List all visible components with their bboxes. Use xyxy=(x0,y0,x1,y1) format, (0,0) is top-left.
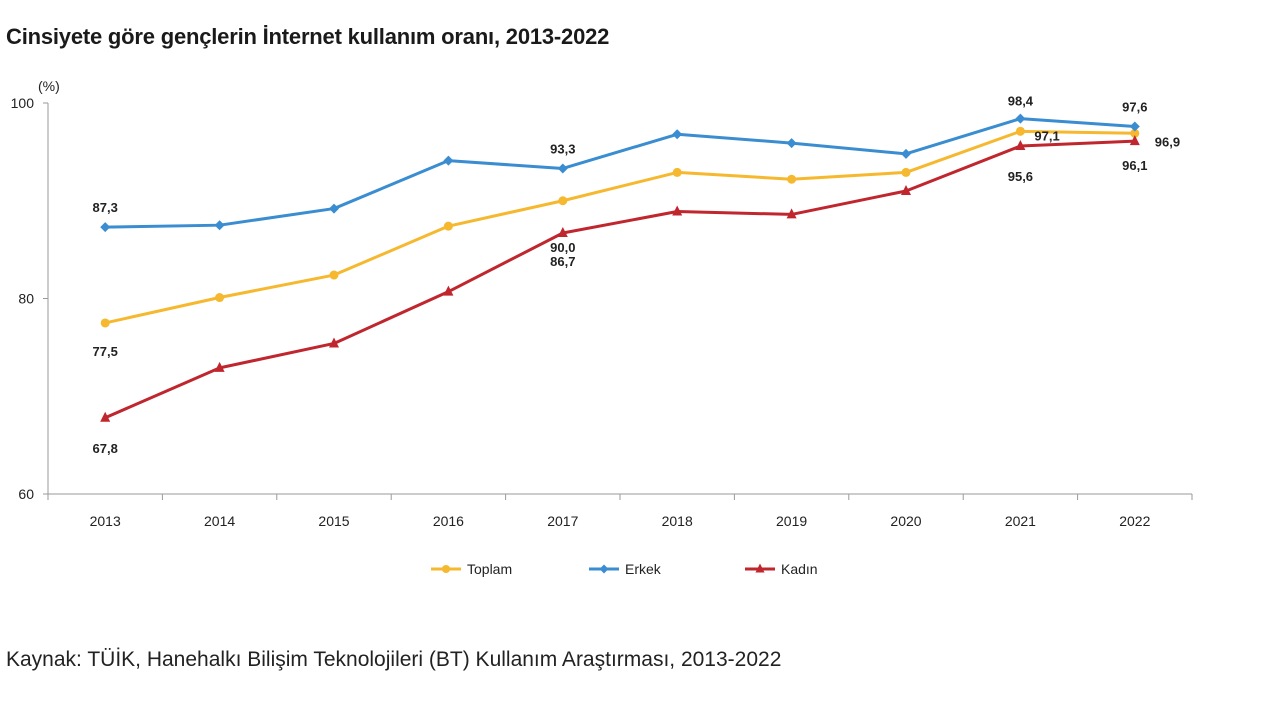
data-label-toplam: 96,9 xyxy=(1155,134,1180,149)
series-line-kadin xyxy=(103,139,1137,420)
data-point-toplam xyxy=(100,318,110,328)
legend-label-erkek: Erkek xyxy=(625,561,662,577)
y-tick-label: 60 xyxy=(18,486,34,502)
data-point-toplam xyxy=(672,167,682,177)
legend-marker-kadin xyxy=(755,563,765,573)
data-label-erkek: 87,3 xyxy=(93,200,118,215)
legend-marker-toplam xyxy=(441,564,451,574)
data-point-erkek xyxy=(1129,121,1140,132)
y-tick-label: 80 xyxy=(18,291,34,307)
data-point-toplam xyxy=(787,174,797,184)
data-point-erkek xyxy=(672,129,683,140)
x-tick-label: 2017 xyxy=(547,513,578,529)
data-label-erkek: 98,4 xyxy=(1008,94,1034,109)
data-point-erkek xyxy=(786,138,797,149)
y-axis-unit: (%) xyxy=(38,78,60,94)
legend: Toplam Erkek Kadın xyxy=(431,561,818,577)
data-label-kadin: 67,8 xyxy=(93,441,118,456)
data-point-kadin xyxy=(100,411,111,422)
data-label-erkek: 97,6 xyxy=(1122,99,1147,114)
data-label-kadin: 95,6 xyxy=(1008,169,1033,184)
data-point-toplam xyxy=(901,167,911,177)
series-line-erkek xyxy=(103,117,1137,229)
chart-title: Cinsiyete göre gençlerin İnternet kullan… xyxy=(6,24,610,49)
data-point-erkek xyxy=(443,155,454,166)
x-tick-label: 2015 xyxy=(318,513,349,529)
data-label-toplam: 97,1 xyxy=(1034,128,1059,143)
data-point-erkek xyxy=(100,222,111,233)
data-point-kadin xyxy=(786,208,797,219)
data-labels: 77,5 90,0 97,1 96,9 87,3 93,3 98,4 97,6 67,8 86,7… xyxy=(93,94,1181,456)
x-tick-label: 2013 xyxy=(90,513,121,529)
data-point-toplam xyxy=(1130,128,1140,138)
x-tick-label: 2018 xyxy=(662,513,693,529)
data-label-kadin: 86,7 xyxy=(550,254,575,269)
data-label-toplam: 77,5 xyxy=(93,344,118,359)
data-point-erkek xyxy=(329,203,339,214)
source-note: Kaynak: TÜİK, Hanehalkı Bilişim Teknoloj… xyxy=(6,648,782,671)
series-lines xyxy=(103,117,1137,420)
data-label-erkek: 93,3 xyxy=(550,141,575,156)
data-point-toplam xyxy=(443,221,453,231)
x-tick-label: 2021 xyxy=(1005,513,1036,529)
x-tick-label: 2019 xyxy=(776,513,807,529)
data-point-kadin xyxy=(443,285,454,296)
data-point-erkek xyxy=(557,163,568,174)
series-line-toplam xyxy=(103,129,1137,325)
data-point-erkek xyxy=(214,220,225,231)
y-tick-label: 100 xyxy=(11,95,35,111)
data-point-kadin xyxy=(1129,135,1140,146)
data-point-kadin xyxy=(214,361,225,372)
x-tick-label: 2016 xyxy=(433,513,464,529)
data-point-erkek xyxy=(1015,113,1026,124)
x-tick-label: 2022 xyxy=(1119,513,1150,529)
legend-marker-erkek xyxy=(599,564,609,574)
series-markers xyxy=(100,113,1140,422)
axes: 60 80 100(%) 2013 2014 2015 2016 2017 2018 2019 20… xyxy=(11,78,1193,529)
data-point-toplam xyxy=(558,196,568,206)
data-point-kadin xyxy=(557,227,568,238)
data-point-erkek xyxy=(901,148,911,159)
data-point-kadin xyxy=(329,337,339,348)
data-point-kadin xyxy=(901,184,911,195)
data-label-kadin: 96,1 xyxy=(1122,158,1147,173)
x-tick-label: 2014 xyxy=(204,513,235,529)
data-label-toplam: 90,0 xyxy=(550,240,575,255)
data-point-toplam xyxy=(1015,126,1025,136)
data-point-toplam xyxy=(215,293,225,303)
data-point-kadin xyxy=(672,205,683,216)
legend-label-kadin: Kadın xyxy=(781,561,818,577)
data-point-kadin xyxy=(1015,140,1026,151)
data-point-toplam xyxy=(329,270,339,280)
x-tick-label: 2020 xyxy=(890,513,921,529)
legend-label-toplam: Toplam xyxy=(467,561,512,577)
